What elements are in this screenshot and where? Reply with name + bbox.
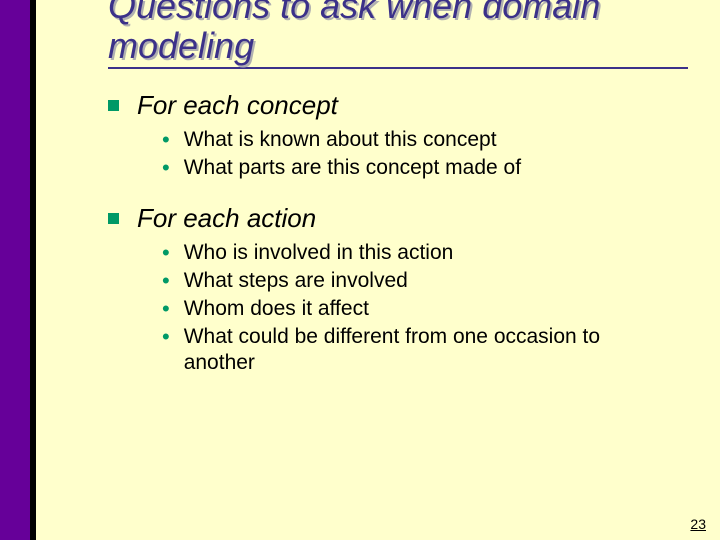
slide-title: Questions to ask when domain modeling: [108, 0, 688, 69]
sidebar-accent: [0, 0, 30, 540]
section-heading-text: For each concept: [137, 90, 338, 121]
list-item: • Whom does it affect: [162, 296, 668, 322]
dot-bullet-icon: •: [162, 240, 170, 266]
section-heading-text: For each action: [137, 203, 316, 234]
section-heading: For each concept: [108, 90, 668, 121]
slide-body: For each concept • What is known about t…: [108, 90, 668, 398]
slide: Questions to ask when domain modeling Fo…: [0, 0, 720, 540]
page-number: 23: [690, 516, 706, 532]
list-item-text: Whom does it affect: [184, 296, 369, 322]
list-item: • What steps are involved: [162, 268, 668, 294]
list-item-text: What is known about this concept: [184, 127, 497, 153]
section-items: • Who is involved in this action • What …: [162, 240, 668, 376]
dot-bullet-icon: •: [162, 268, 170, 294]
dot-bullet-icon: •: [162, 127, 170, 153]
square-bullet-icon: [108, 213, 119, 224]
section-items: • What is known about this concept • Wha…: [162, 127, 668, 181]
list-item-text: What could be different from one occasio…: [184, 324, 668, 376]
list-item-text: What steps are involved: [184, 268, 408, 294]
section-heading: For each action: [108, 203, 668, 234]
dot-bullet-icon: •: [162, 155, 170, 181]
square-bullet-icon: [108, 100, 119, 111]
list-item: • Who is involved in this action: [162, 240, 668, 266]
list-item: • What is known about this concept: [162, 127, 668, 153]
dot-bullet-icon: •: [162, 324, 170, 350]
list-item-text: What parts are this concept made of: [184, 155, 521, 181]
list-item-text: Who is involved in this action: [184, 240, 454, 266]
dot-bullet-icon: •: [162, 296, 170, 322]
list-item: • What parts are this concept made of: [162, 155, 668, 181]
list-item: • What could be different from one occas…: [162, 324, 668, 376]
